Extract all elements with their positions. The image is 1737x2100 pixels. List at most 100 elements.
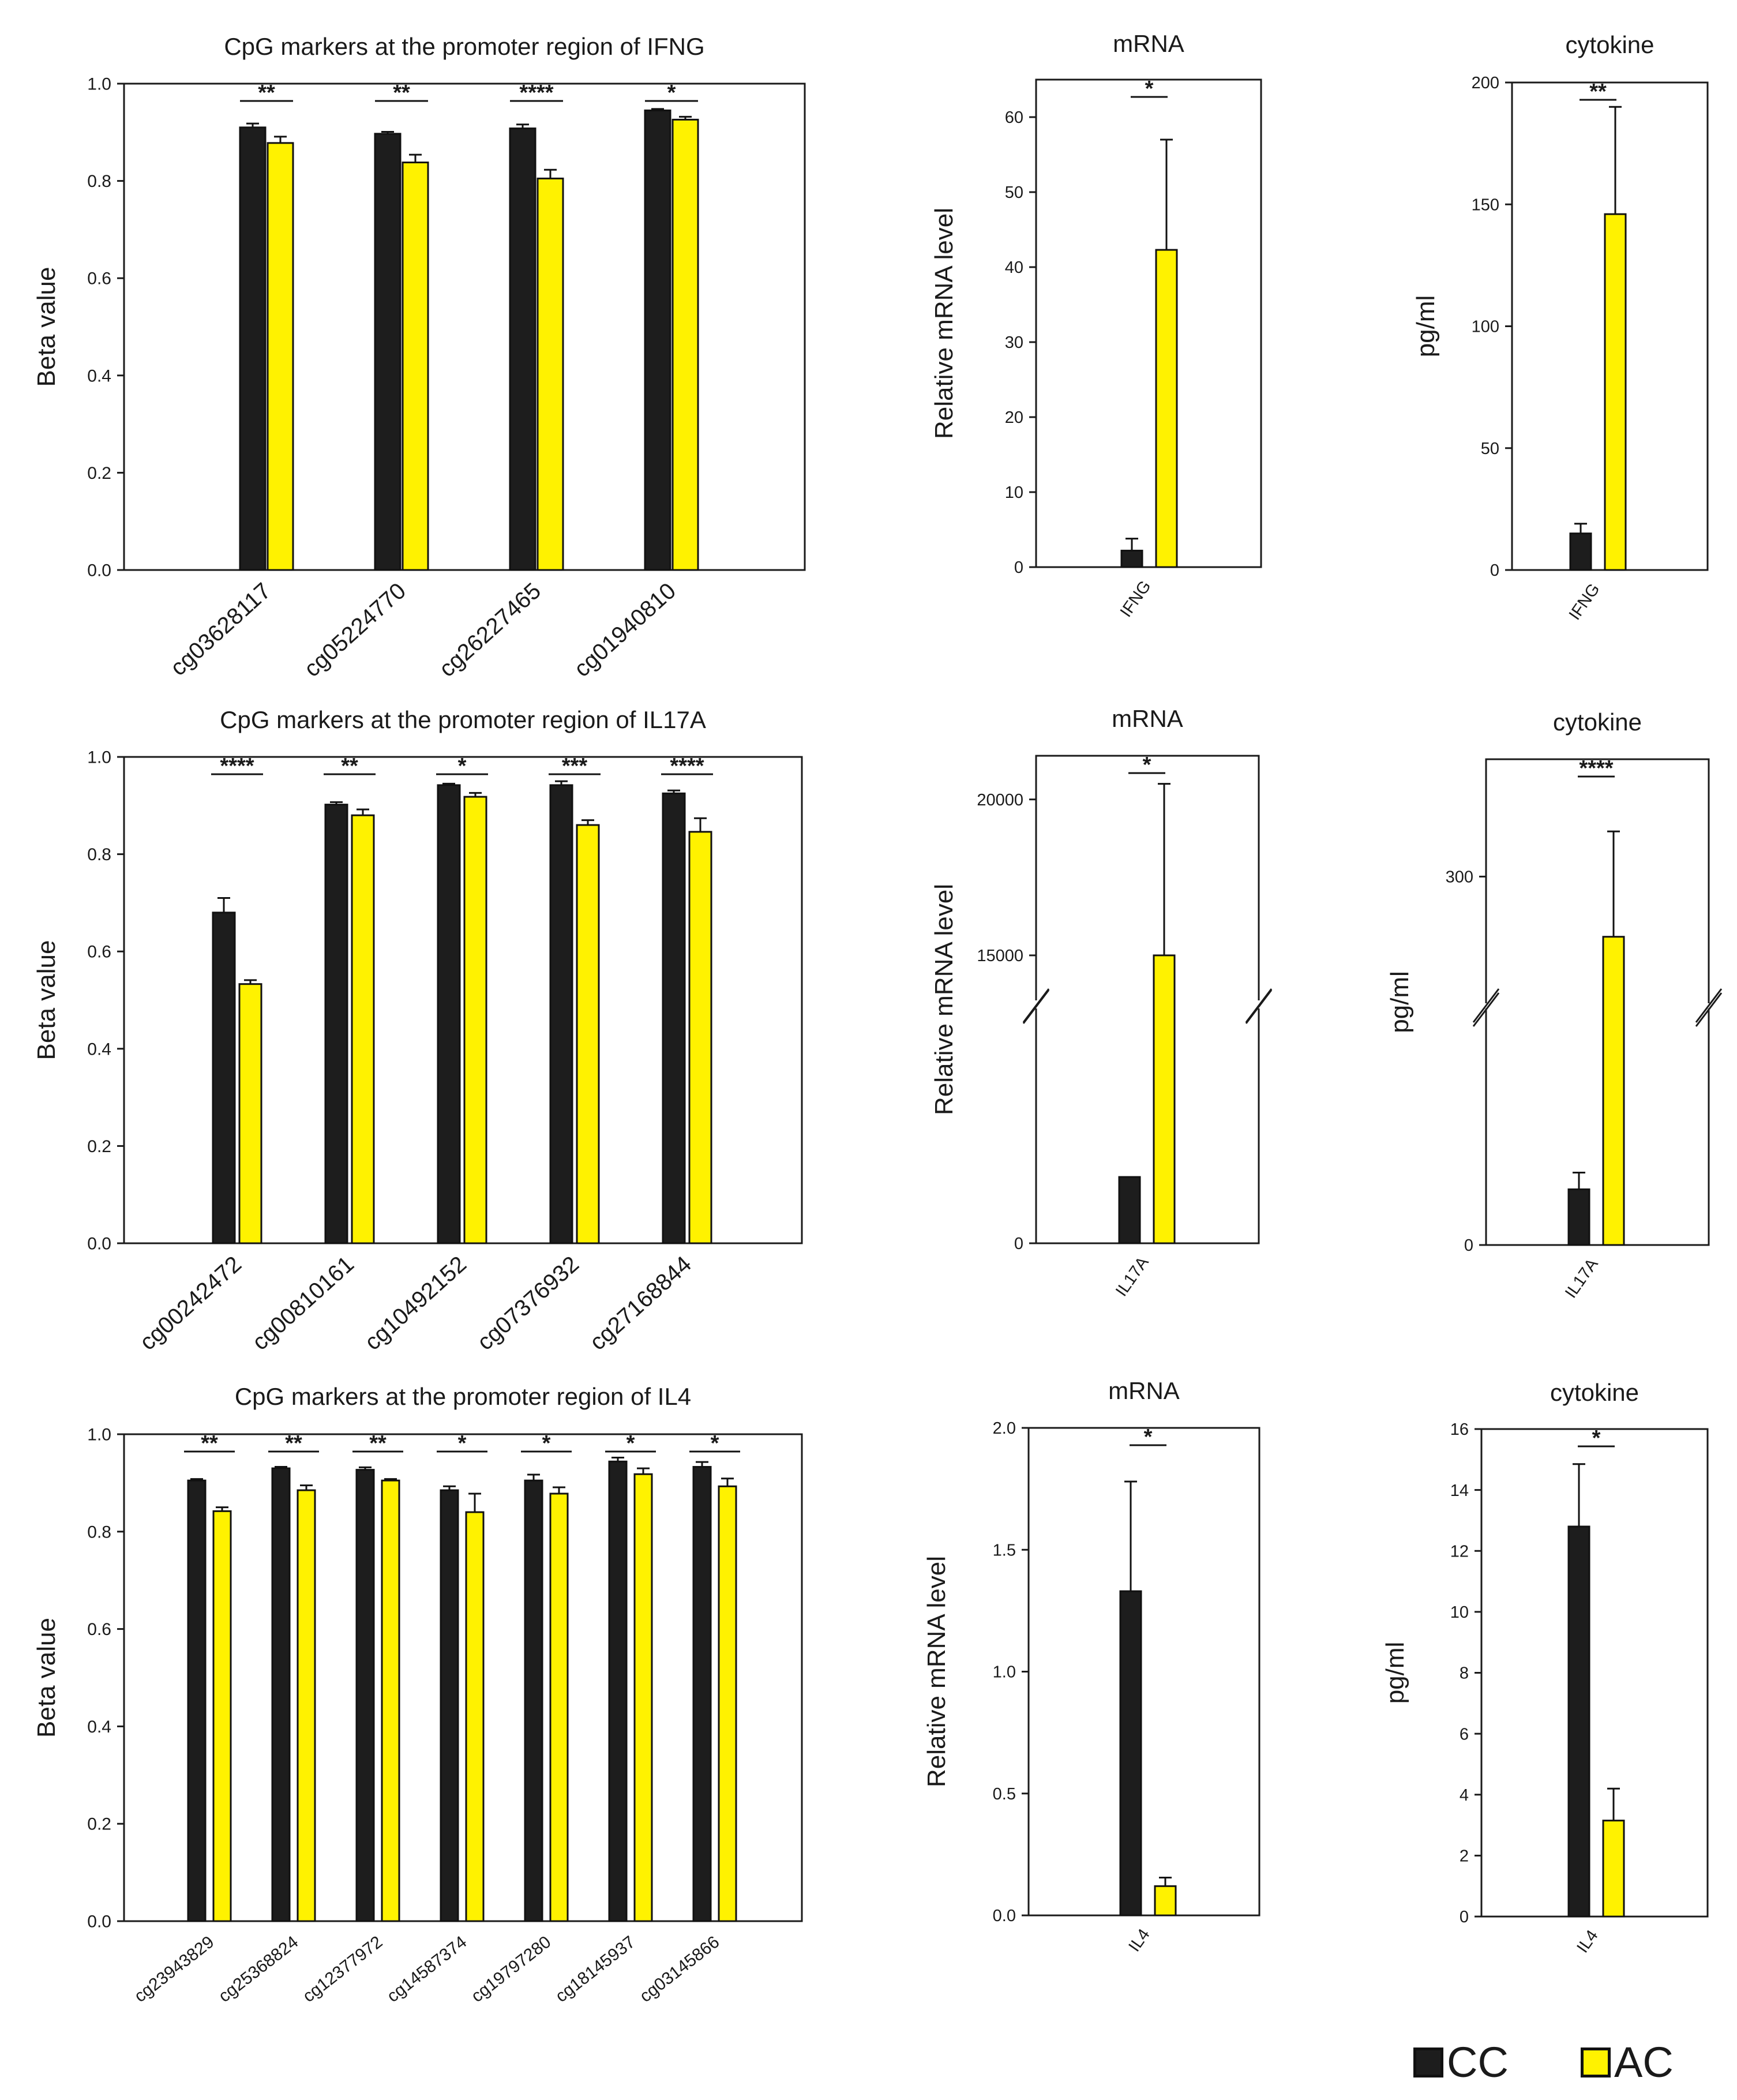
- chart-title: cytokine: [1550, 1379, 1639, 1406]
- significance-label: *: [458, 1431, 467, 1456]
- category-label: cg23943829: [131, 1933, 217, 2007]
- bar-cc: [1120, 549, 1143, 568]
- y-tick-label: 60: [1005, 108, 1023, 127]
- category-label: cg03628117: [166, 578, 276, 681]
- y-tick-label: 40: [1005, 258, 1023, 277]
- bar-ac: [463, 796, 487, 1244]
- chart-il17a_cytokine: cytokine pg/ml 0 300 **** IL17A: [1386, 708, 1723, 1302]
- significance-label: *: [1143, 753, 1151, 777]
- bar-ac: [1602, 936, 1625, 1246]
- y-tick-label: 50: [1005, 183, 1023, 202]
- bar-cc: [187, 1479, 207, 1922]
- bar-cc: [271, 1467, 291, 1922]
- y-tick-label: 15000: [977, 947, 1023, 965]
- axis-break-gap: [1034, 1000, 1261, 1008]
- y-tick-label: 0.0: [87, 1912, 111, 1932]
- chart-title: mRNA: [1112, 705, 1183, 732]
- y-axis-label: Relative mRNA level: [930, 884, 958, 1115]
- y-axis-label: Beta value: [32, 940, 61, 1060]
- y-tick-label: 0.0: [87, 561, 111, 580]
- bar-ac: [1154, 1885, 1177, 1917]
- y-tick-label: 0.6: [87, 943, 111, 962]
- bar-cc: [437, 784, 461, 1244]
- y-tick-label: 0.6: [87, 1620, 111, 1639]
- y-axis-label: Beta value: [32, 1618, 61, 1738]
- chart-title: cytokine: [1565, 31, 1654, 58]
- bar-cc: [692, 1466, 712, 1922]
- y-axis-label: pg/ml: [1412, 295, 1440, 358]
- y-tick-label: 2: [1460, 1847, 1469, 1866]
- legend-cc-swatch: [1413, 2047, 1443, 2078]
- y-tick-label: 14: [1450, 1482, 1469, 1500]
- significance-label: *: [1145, 77, 1154, 101]
- significance-label: **: [201, 1431, 218, 1456]
- category-label: IL4: [1573, 1927, 1601, 1956]
- significance-label: ****: [519, 81, 553, 105]
- significance-label: *: [458, 754, 467, 778]
- legend-ac: AC: [1581, 2038, 1674, 2087]
- significance-label: **: [393, 81, 410, 105]
- y-tick-label: 0.2: [87, 1137, 111, 1156]
- chart-il4_cytokine: cytokine pg/ml 0 2 4 6 8 10 12 14 16 * IL4: [1381, 1379, 1709, 1956]
- y-tick-label: 150: [1472, 196, 1499, 214]
- y-tick-label: 12: [1450, 1542, 1469, 1561]
- category-label: cg00810161: [247, 1251, 359, 1355]
- category-label: cg26227465: [434, 578, 546, 682]
- bar-ac: [1155, 249, 1178, 568]
- y-tick-label: 0.4: [87, 1717, 111, 1737]
- axis-break-gap: [1484, 1003, 1711, 1008]
- y-tick-label: 10: [1005, 483, 1023, 502]
- bar-ac: [1602, 1820, 1625, 1918]
- bar-cc: [662, 792, 686, 1244]
- y-tick-label: 0.4: [87, 366, 111, 385]
- legend-cc: CC: [1413, 2038, 1509, 2087]
- axis-break-mark: [1695, 992, 1723, 1027]
- plot-frame: [1480, 1428, 1709, 1918]
- category-label: IL4: [1125, 1926, 1153, 1955]
- y-tick-label: 10: [1450, 1603, 1469, 1622]
- bar-cc: [1118, 1176, 1141, 1244]
- category-label: cg01940810: [569, 578, 681, 682]
- plot-frame: [1035, 755, 1260, 1244]
- y-tick-label: 0: [1014, 1235, 1023, 1253]
- bar-ac: [688, 831, 712, 1244]
- bar-ac: [576, 824, 600, 1244]
- bar-ac: [381, 1479, 400, 1922]
- y-tick-label: 0.4: [87, 1040, 111, 1059]
- category-label: IL17A: [1112, 1253, 1153, 1300]
- bar-cc: [374, 133, 402, 571]
- y-tick-label: 16: [1450, 1420, 1469, 1439]
- y-axis-label: Beta value: [32, 267, 61, 387]
- significance-label: *: [1144, 1425, 1153, 1449]
- category-label: cg27168844: [585, 1251, 696, 1355]
- bar-cc: [509, 127, 537, 571]
- bar-ac: [1604, 213, 1627, 571]
- y-tick-label: 0.6: [87, 269, 111, 288]
- bar-cc: [212, 912, 236, 1244]
- y-tick-label: 0.0: [87, 1235, 111, 1254]
- bar-cc: [1567, 1188, 1590, 1246]
- category-label: cg10492152: [360, 1251, 471, 1355]
- y-tick-label: 0.8: [87, 845, 111, 864]
- axis-break-mark: [1245, 988, 1273, 1023]
- y-tick-label: 0.2: [87, 464, 111, 483]
- significance-label: *: [626, 1431, 635, 1456]
- category-label: cg18145937: [552, 1933, 639, 2007]
- significance-label: **: [369, 1431, 387, 1456]
- y-tick-label: 20000: [977, 791, 1023, 809]
- bar-cc: [355, 1469, 375, 1922]
- plot-frame: [1035, 78, 1262, 568]
- bar-cc: [1569, 532, 1592, 571]
- significance-label: ****: [1579, 756, 1613, 781]
- significance-label: ****: [220, 754, 254, 778]
- category-label: IFNG: [1566, 580, 1604, 624]
- y-tick-label: 300: [1446, 868, 1473, 887]
- axis-break-mark: [1695, 988, 1723, 1023]
- bar-ac: [633, 1473, 653, 1922]
- bar-ac: [212, 1510, 232, 1922]
- significance-label: *: [542, 1431, 551, 1456]
- bar-ac: [465, 1511, 485, 1922]
- y-tick-label: 0: [1460, 1908, 1469, 1926]
- bar-ac: [297, 1489, 316, 1922]
